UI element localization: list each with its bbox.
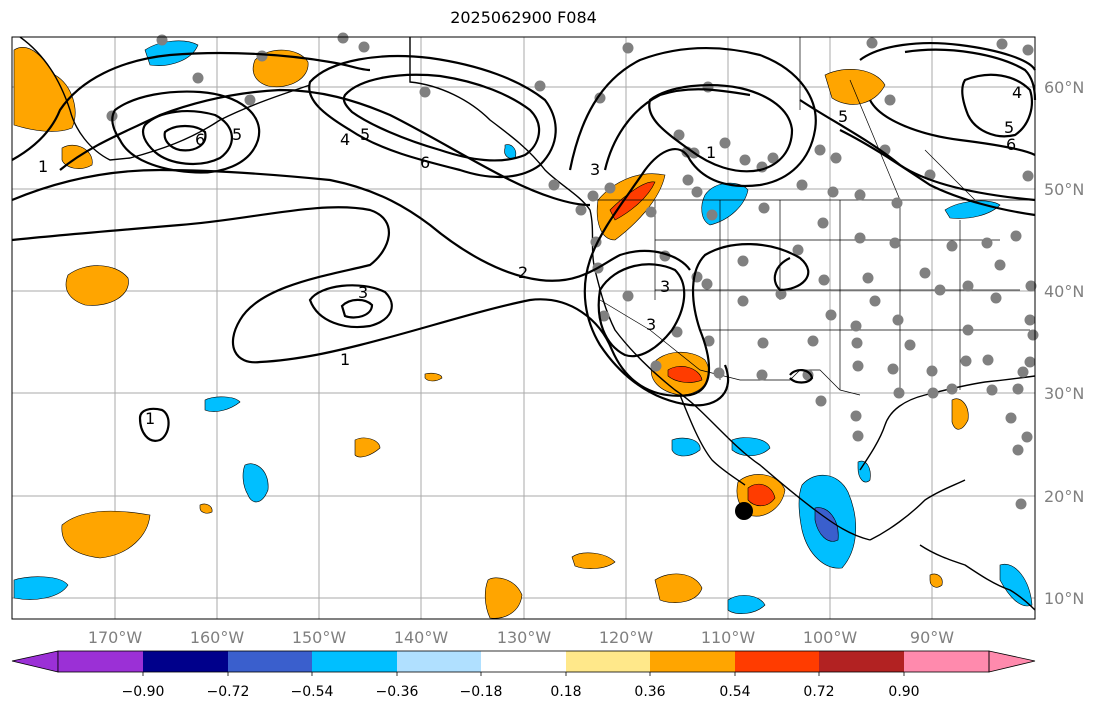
contour-label: 4 <box>1012 83 1022 102</box>
contour-label: 5 <box>1004 118 1014 137</box>
colorbar: −0.90 −0.72 −0.54 −0.36 −0.18 0.18 0.36 … <box>11 650 1036 700</box>
colorbar-segment <box>228 651 312 672</box>
colorbar-tick-label: 0.54 <box>719 684 750 700</box>
colorbar-tick-label: 0.72 <box>803 684 834 700</box>
contour-label: 4 <box>340 130 350 149</box>
contour-label-group: 1 1 1 2 3 3 3 4 5 5 6 6 1 4 5 6 5 3 <box>38 83 1022 428</box>
colorbar-segment <box>397 651 481 672</box>
colorbar-tick-label: −0.18 <box>460 684 503 700</box>
colorbar-ticks <box>142 672 905 676</box>
contour-label: 1 <box>340 350 350 369</box>
contour-label: 6 <box>420 153 430 172</box>
colorbar-tick-label: −0.54 <box>291 684 334 700</box>
political-borders <box>409 37 1035 396</box>
lon-label: 90°W <box>910 628 954 647</box>
lon-label: 140°W <box>394 628 449 647</box>
contour-label: 3 <box>646 315 656 334</box>
colorbar-segment <box>819 651 904 672</box>
lat-label: 10°N <box>1044 589 1084 608</box>
contour-label: 1 <box>706 143 716 162</box>
colorbar-segment <box>735 651 819 672</box>
colorbar-segment <box>904 651 989 672</box>
lon-label: 100°W <box>803 628 858 647</box>
lat-label: 20°N <box>1044 487 1084 506</box>
contour-label: 5 <box>232 125 242 144</box>
colorbar-tick-label: 0.36 <box>634 684 665 700</box>
colorbar-frame <box>57 650 990 673</box>
colorbar-segment <box>58 651 143 672</box>
colorbar-tick-label: 0.18 <box>550 684 581 700</box>
latitude-labels: 60°N 50°N 40°N 30°N 20°N 10°N <box>1044 78 1084 608</box>
colorbar-extend-high <box>988 650 1036 673</box>
contour-label: 1 <box>38 157 48 176</box>
contour-label: 1 <box>145 409 155 428</box>
station-dots <box>106 32 1039 510</box>
lon-label: 130°W <box>497 628 552 647</box>
lat-label: 60°N <box>1044 78 1084 97</box>
lon-label: 110°W <box>701 628 756 647</box>
contour-lines <box>11 42 1037 442</box>
map-title: 2025062900 F084 <box>450 8 597 27</box>
contour-label: 5 <box>838 107 848 126</box>
colorbar-tick-label: 0.90 <box>888 684 919 700</box>
coastlines <box>19 36 1036 611</box>
lat-label: 40°N <box>1044 282 1084 301</box>
lat-label: 30°N <box>1044 384 1084 403</box>
colorbar-segment <box>566 651 650 672</box>
lon-label: 120°W <box>599 628 654 647</box>
contour-label: 2 <box>518 263 528 282</box>
colorbar-segment <box>650 651 735 672</box>
colorbar-segment <box>312 651 397 672</box>
colorbar-tick-label: −0.36 <box>376 684 419 700</box>
longitude-labels: 170°W 160°W 150°W 140°W 130°W 120°W 110°… <box>88 628 954 647</box>
contour-label: 6 <box>195 130 205 149</box>
lon-label: 150°W <box>292 628 347 647</box>
contour-label: 3 <box>590 160 600 179</box>
map-frame <box>11 36 1036 620</box>
lat-label: 50°N <box>1044 180 1084 199</box>
contour-label: 6 <box>1006 135 1016 154</box>
lon-label: 170°W <box>88 628 143 647</box>
location-marker <box>735 502 753 520</box>
colorbar-tick-label: −0.90 <box>122 684 165 700</box>
lon-label: 160°W <box>190 628 245 647</box>
colorbar-extend-low <box>11 650 59 673</box>
contour-label: 3 <box>660 277 670 296</box>
colorbar-segment <box>143 651 228 672</box>
colorbar-segment <box>481 651 566 672</box>
colorbar-tick-label: −0.72 <box>207 684 250 700</box>
contour-label: 3 <box>358 283 368 302</box>
contour-label: 5 <box>360 125 370 144</box>
